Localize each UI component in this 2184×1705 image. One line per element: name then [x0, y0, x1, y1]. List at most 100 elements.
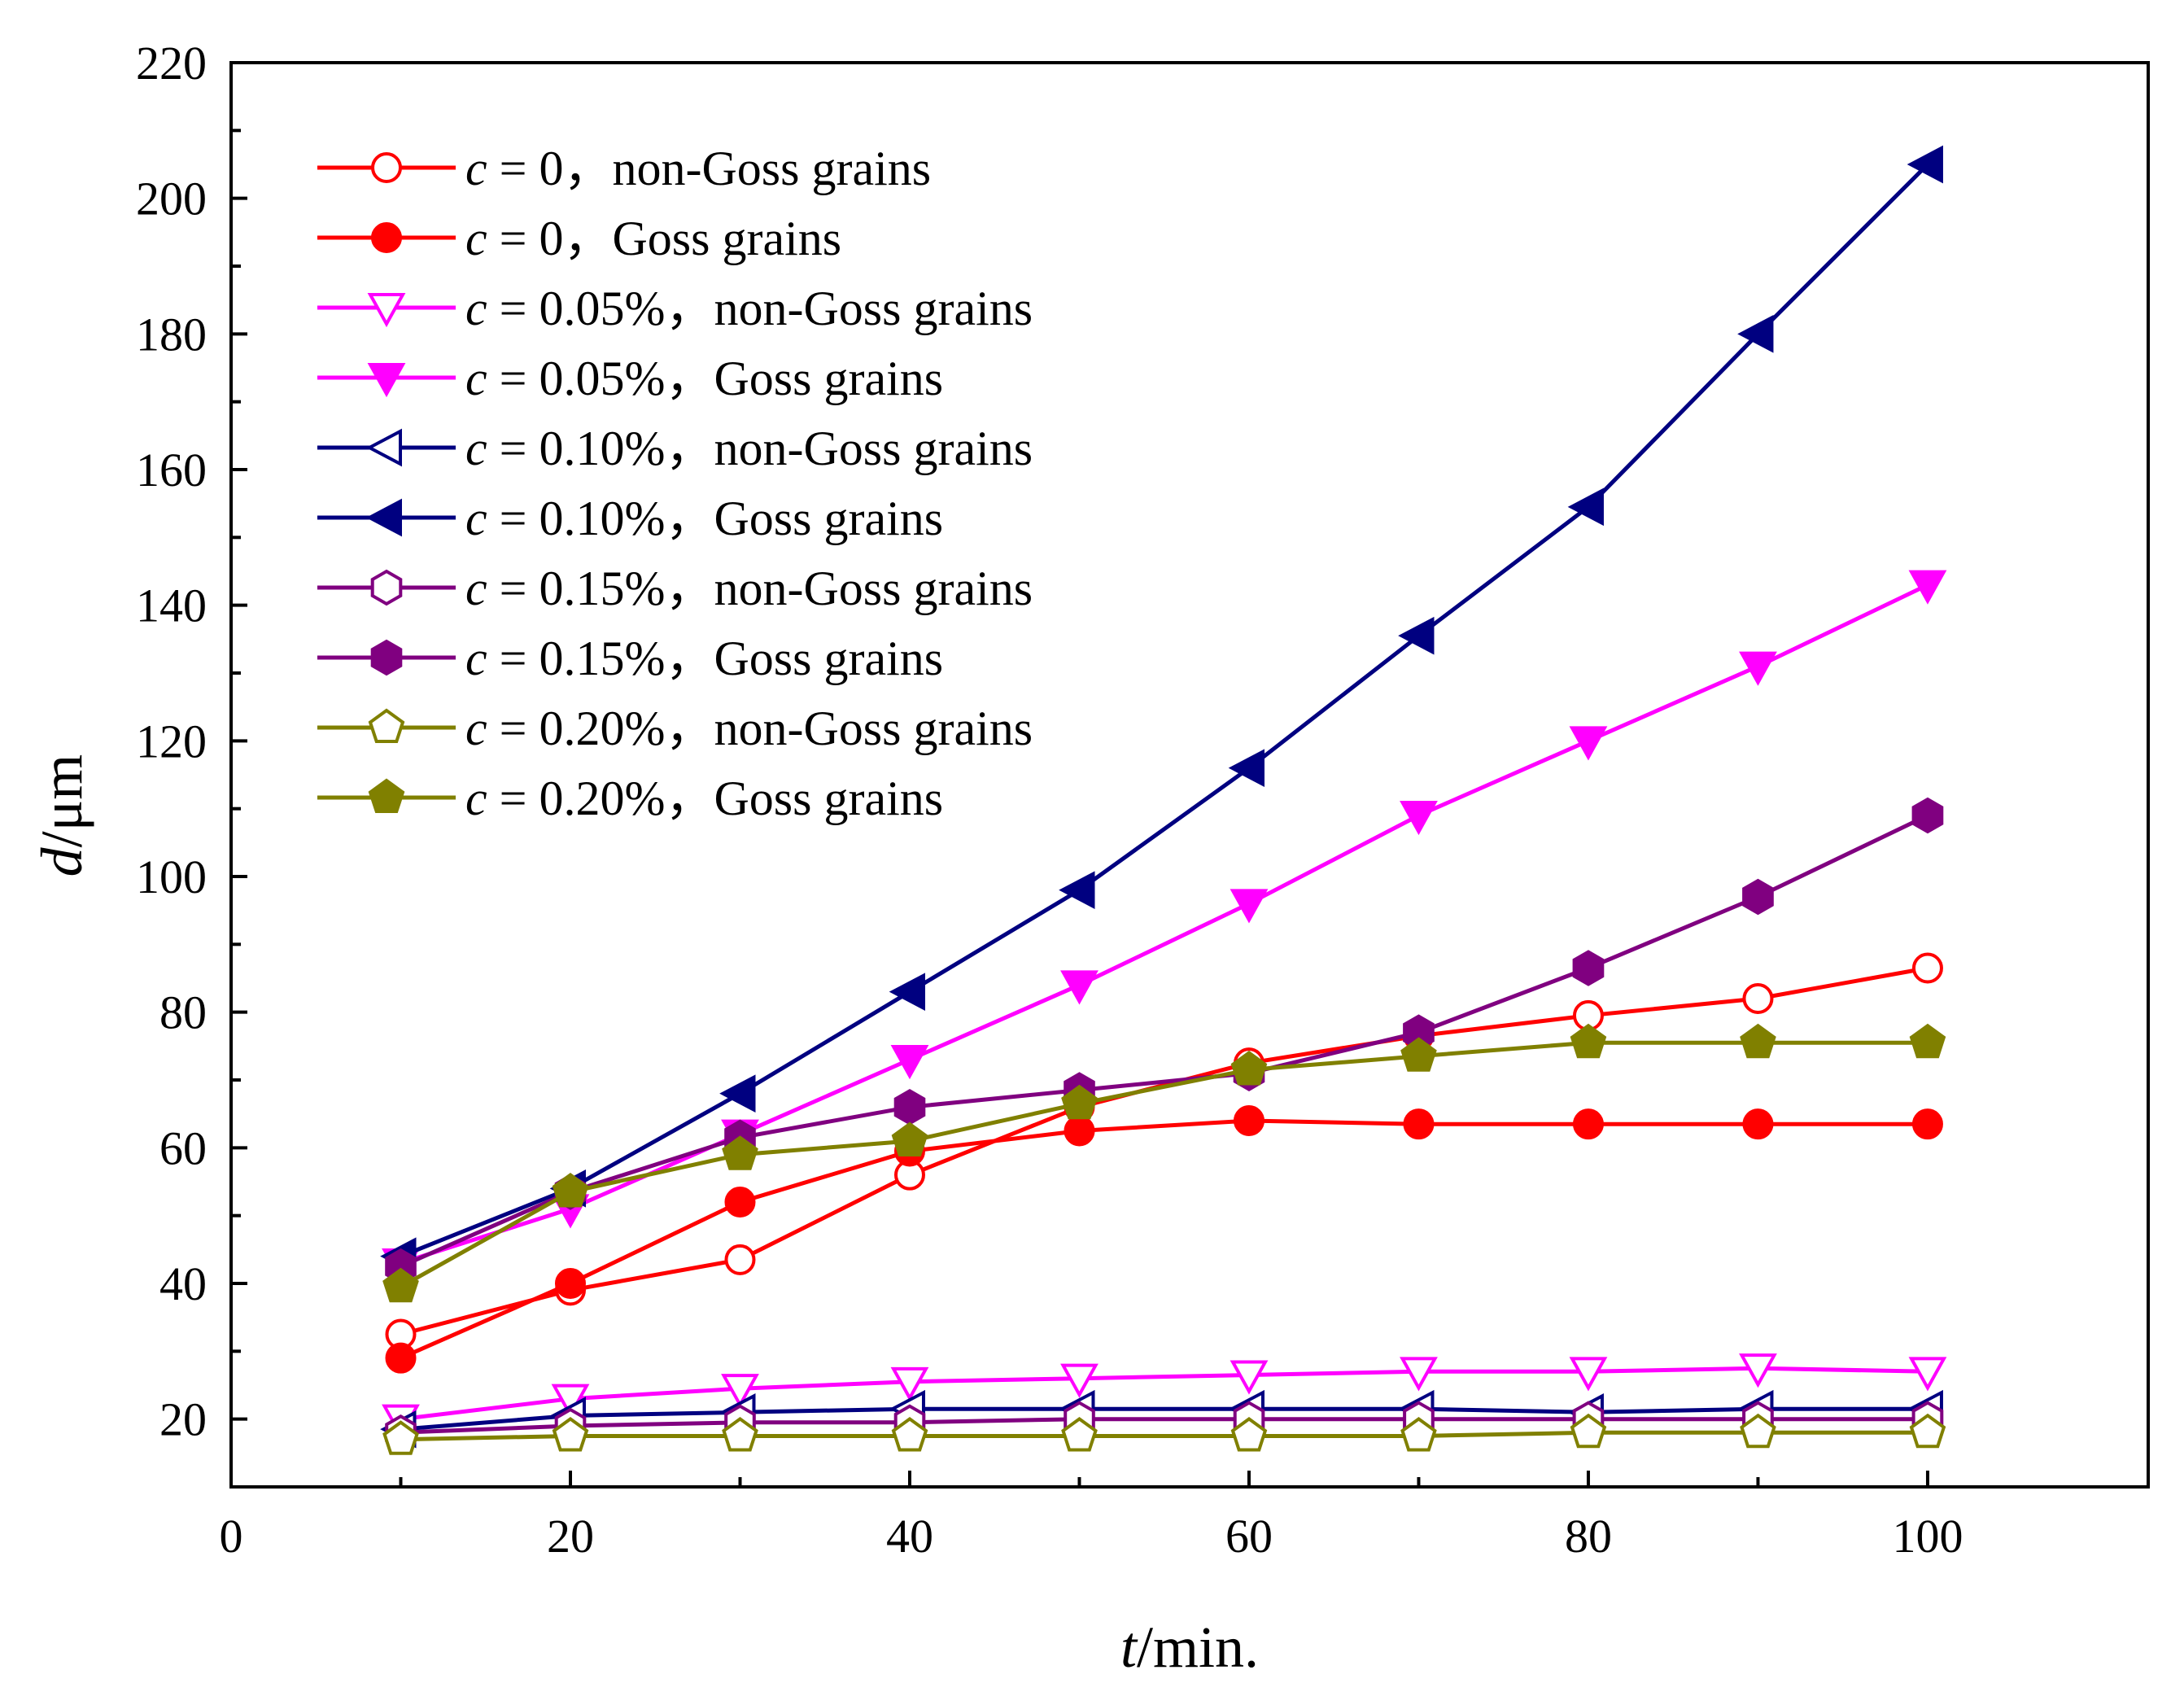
data-point — [552, 1173, 589, 1208]
data-point — [890, 1045, 929, 1080]
data-point — [1233, 1105, 1265, 1136]
data-point — [1739, 1353, 1777, 1388]
legend-item: c = 0.05%，non-Goss grains — [317, 282, 1033, 335]
data-point — [721, 1374, 759, 1409]
data-point — [1059, 871, 1095, 909]
x-axis-unit: /min. — [1137, 1615, 1259, 1680]
data-point — [1060, 970, 1099, 1005]
series-9 — [382, 1023, 1946, 1303]
data-point — [382, 1267, 419, 1303]
legend-marker — [365, 428, 402, 467]
series-2 — [382, 1353, 1947, 1439]
data-point — [1398, 616, 1435, 655]
data-point — [1400, 1037, 1437, 1072]
data-point — [1572, 1108, 1604, 1140]
series-8 — [382, 1413, 1946, 1455]
y-tick-label: 120 — [136, 715, 207, 767]
series-layer — [380, 145, 1947, 1455]
tick-labels: 0 20 40 60 80 100 20 40 60 80 100 120 140 160 180 200 22… — [136, 37, 1963, 1563]
y-tick-label: 200 — [136, 173, 207, 225]
x-tick-label: 60 — [1225, 1510, 1273, 1563]
legend-marker — [370, 569, 403, 606]
y-axis-unit: /μm — [29, 754, 94, 848]
data-point — [1061, 1417, 1098, 1452]
data-point — [1567, 487, 1604, 527]
legend-item: c = 0，non-Goss grains — [317, 142, 931, 195]
data-point — [1230, 1360, 1269, 1395]
data-point — [719, 1074, 756, 1113]
data-point — [1570, 1023, 1607, 1059]
legend-item: c = 0.20%，non-Goss grains — [317, 702, 1033, 755]
data-point — [891, 1417, 928, 1452]
data-point — [1908, 570, 1947, 605]
data-point — [1064, 1115, 1095, 1147]
y-tick-label: 100 — [136, 850, 207, 903]
data-point — [724, 1244, 756, 1275]
data-point — [724, 1187, 756, 1218]
legend: c = 0，non-Goss grains c = 0，Goss grains c … — [317, 142, 1033, 825]
y-axis-var: d — [29, 846, 94, 877]
legend-marker — [368, 708, 405, 743]
data-point — [1061, 1084, 1098, 1120]
data-point — [1737, 315, 1774, 353]
series-line — [400, 1430, 1928, 1442]
series-line — [400, 1406, 1928, 1432]
data-point — [1911, 1108, 1943, 1140]
data-point — [551, 1384, 590, 1419]
legend-label: c = 0.15%，Goss grains — [465, 632, 943, 685]
data-point — [889, 973, 925, 1011]
legend-item: c = 0.05%，Goss grains — [317, 352, 943, 405]
y-tick-label: 20 — [159, 1393, 207, 1446]
data-point — [890, 1366, 929, 1401]
data-point — [1740, 1023, 1776, 1059]
data-point — [1740, 1413, 1776, 1449]
data-point — [1909, 1023, 1946, 1059]
y-axis-title: d/μm — [29, 754, 94, 877]
data-point — [1230, 889, 1269, 924]
data-point — [722, 1417, 758, 1452]
legend-marker — [370, 639, 403, 676]
y-tick-label: 80 — [159, 986, 207, 1039]
data-point — [1742, 983, 1774, 1014]
data-point — [1742, 878, 1774, 916]
series-line — [400, 1118, 1928, 1360]
x-tick-label: 80 — [1565, 1510, 1612, 1563]
data-point — [1739, 651, 1777, 686]
y-tick-label: 180 — [136, 308, 207, 361]
legend-label: c = 0，Goss grains — [465, 212, 841, 265]
series-1 — [385, 1105, 1943, 1374]
x-axis-title: t/min. — [1120, 1615, 1259, 1680]
data-point — [1230, 1417, 1268, 1452]
x-axis-var: t — [1120, 1615, 1138, 1680]
legend-label: c = 0.20%，Goss grains — [465, 772, 943, 825]
legend-label: c = 0.10%，non-Goss grains — [465, 422, 1033, 475]
series-line — [400, 163, 1929, 1259]
data-point — [1570, 1413, 1607, 1449]
plot-frame — [229, 61, 2150, 1489]
legend-label: c = 0.05%，Goss grains — [465, 352, 943, 405]
legend-item: c = 0.20%，Goss grains — [317, 772, 943, 825]
data-point — [1400, 1417, 1437, 1452]
x-tick-label: 100 — [1892, 1510, 1963, 1563]
data-point — [1911, 952, 1943, 984]
legend-item: c = 0.15%，non-Goss grains — [317, 562, 1033, 615]
x-tick-label: 20 — [547, 1510, 594, 1563]
data-point — [1569, 1357, 1608, 1392]
data-point — [1572, 950, 1605, 986]
data-point — [554, 1268, 586, 1299]
data-point — [382, 1420, 419, 1455]
y-tick-label: 60 — [159, 1121, 207, 1174]
legend-marker — [371, 152, 402, 183]
data-point — [891, 1121, 928, 1156]
legend-label: c = 0，non-Goss grains — [465, 142, 931, 195]
legend-marker — [368, 778, 405, 813]
data-point — [893, 1088, 926, 1126]
legend-marker — [367, 293, 406, 328]
legend-marker — [367, 363, 406, 398]
data-point — [1907, 145, 1943, 184]
data-point — [1909, 1413, 1946, 1449]
legend-label: c = 0.15%，non-Goss grains — [465, 562, 1033, 615]
legend-item: c = 0.10%，Goss grains — [317, 492, 943, 545]
series-line — [400, 1366, 1928, 1422]
